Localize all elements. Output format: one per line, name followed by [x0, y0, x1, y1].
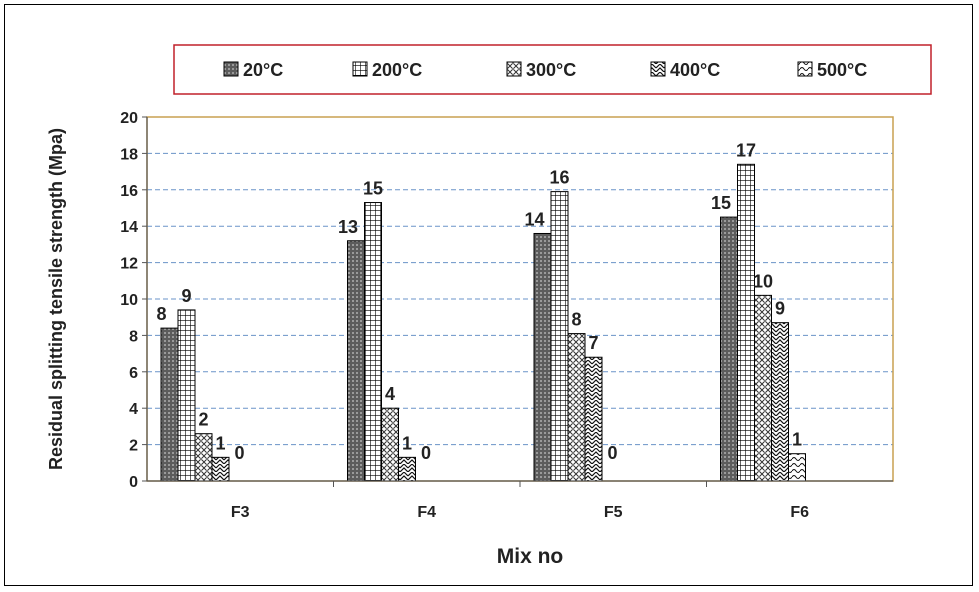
bar [567, 333, 586, 482]
axes [142, 116, 893, 487]
y-tick-label: 14 [120, 219, 138, 236]
bar [177, 309, 196, 482]
data-label: 1 [792, 430, 802, 450]
data-label: 9 [775, 299, 785, 319]
legend-swatch [650, 61, 666, 77]
legend-swatch [352, 61, 368, 77]
bar [347, 240, 365, 482]
y-tick-label: 16 [120, 183, 138, 200]
bar [584, 356, 603, 482]
data-label: 2 [198, 410, 208, 430]
data-label: 1 [215, 433, 225, 453]
bar [381, 407, 399, 482]
legend-swatch [797, 61, 813, 77]
data-label: 0 [234, 443, 244, 463]
x-tick-label: F6 [790, 504, 809, 521]
x-tick-label: F5 [604, 504, 623, 521]
bar [211, 456, 230, 482]
legend: 20°C 200°C 300°C 400°C 500°C [173, 44, 932, 95]
y-tick-label: 20 [120, 110, 138, 127]
y-tick-label: 0 [129, 474, 138, 491]
data-label: 14 [524, 209, 544, 229]
y-tick-label: 18 [120, 146, 138, 163]
bar [160, 327, 179, 482]
bar [194, 433, 213, 482]
y-tick-label: 2 [129, 438, 138, 455]
y-tick-label: 12 [120, 256, 138, 273]
data-label: 1 [402, 433, 412, 453]
data-label: 16 [549, 168, 569, 188]
legend-swatch [506, 61, 522, 77]
data-label: 8 [571, 310, 581, 330]
bar [737, 163, 755, 482]
bar [398, 456, 416, 482]
legend-label: 400°C [670, 60, 720, 80]
bar [364, 202, 382, 482]
bar [771, 322, 789, 482]
data-label: 7 [588, 333, 598, 353]
legend-label: 500°C [817, 60, 867, 80]
y-tick-label: 8 [129, 328, 138, 345]
x-tick-label: F4 [417, 504, 436, 521]
data-label: 0 [607, 443, 617, 463]
data-label: 10 [753, 271, 773, 291]
data-label: 15 [711, 193, 731, 213]
bar [550, 191, 569, 482]
x-axis-title: Mix no [497, 545, 564, 568]
y-tick-label: 4 [129, 401, 138, 418]
data-label: 0 [421, 443, 431, 463]
bar [720, 216, 738, 482]
bar [754, 294, 772, 482]
bar [533, 232, 552, 482]
legend-label: 300°C [526, 60, 576, 80]
legend-swatch [223, 61, 239, 77]
data-label: 13 [338, 217, 358, 237]
data-label: 17 [736, 140, 756, 160]
data-label: 9 [181, 286, 191, 306]
legend-label: 20°C [243, 60, 283, 80]
y-axis-title: Residual splitting tensile strength (Mpa… [46, 128, 66, 470]
y-tick-label: 6 [129, 365, 138, 382]
y-tick-label: 10 [120, 292, 138, 309]
legend-label: 200°C [372, 60, 422, 80]
x-tick-label: F3 [231, 504, 250, 521]
data-label: 15 [363, 179, 383, 199]
data-label: 8 [156, 304, 166, 324]
bar [788, 453, 806, 482]
bars [160, 163, 806, 482]
data-label: 4 [385, 384, 395, 404]
chart-frame [4, 4, 973, 586]
